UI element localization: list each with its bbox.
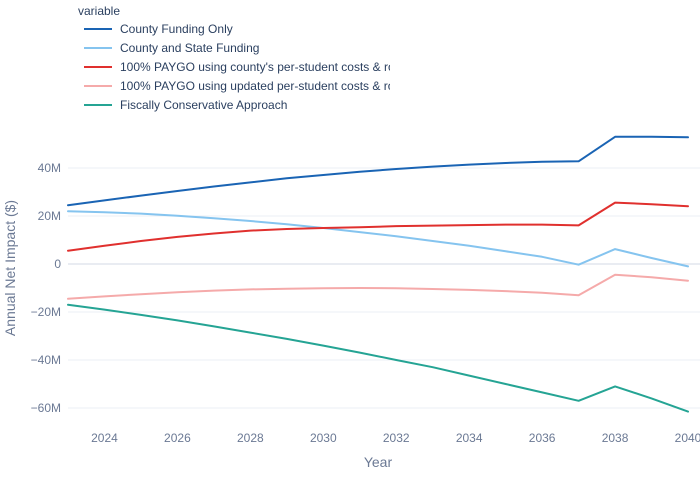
series-line[interactable] bbox=[67, 303, 689, 413]
y-tick-labels: −60M −40M −20M 0 20M 40M bbox=[31, 161, 62, 415]
series-lines bbox=[67, 135, 689, 413]
y-tick-label: 20M bbox=[38, 209, 61, 223]
y-tick-label: 0 bbox=[54, 257, 61, 271]
legend-swatch bbox=[84, 84, 112, 87]
legend-swatch bbox=[84, 46, 112, 49]
x-tick-label: 2032 bbox=[383, 431, 410, 445]
legend-title: variable bbox=[78, 4, 121, 18]
x-tick-label: 2030 bbox=[310, 431, 337, 445]
series-line[interactable] bbox=[67, 210, 689, 268]
legend-label: 100% PAYGO using updated per-student cos… bbox=[120, 78, 390, 93]
y-axis-title: Annual Net Impact ($) bbox=[2, 200, 18, 336]
x-tick-labels: 2024 2026 2028 2030 2032 2034 2036 2038 2040 bbox=[91, 431, 700, 445]
legend-item[interactable]: County Funding Only bbox=[78, 19, 390, 38]
legend-swatch bbox=[84, 27, 112, 30]
legend-label: County Funding Only bbox=[120, 21, 233, 36]
legend: variable County Funding Only County and … bbox=[78, 3, 390, 114]
y-tick-label: −20M bbox=[31, 305, 61, 319]
x-tick-label: 2038 bbox=[602, 431, 629, 445]
x-tick-label: 2036 bbox=[529, 431, 556, 445]
legend-item[interactable]: County and State Funding bbox=[78, 38, 390, 57]
legend-item[interactable]: 100% PAYGO using updated per-student cos… bbox=[78, 76, 390, 95]
series-line[interactable] bbox=[67, 201, 689, 252]
legend-label: County and State Funding bbox=[120, 40, 260, 55]
series-line[interactable] bbox=[67, 135, 689, 207]
y-tick-label: −60M bbox=[31, 401, 61, 415]
legend-label: 100% PAYGO using county's per-student co… bbox=[120, 59, 390, 74]
x-axis-title: Year bbox=[364, 454, 393, 470]
x-tick-label: 2024 bbox=[91, 431, 118, 445]
x-tick-label: 2026 bbox=[164, 431, 191, 445]
legend-swatch bbox=[84, 65, 112, 68]
legend-item[interactable]: Fiscally Conservative Approach bbox=[78, 95, 390, 114]
series-line[interactable] bbox=[67, 273, 689, 300]
y-tick-label: −40M bbox=[31, 353, 61, 367]
legend-label: Fiscally Conservative Approach bbox=[120, 97, 288, 112]
y-tick-label: 40M bbox=[38, 161, 61, 175]
x-tick-label: 2034 bbox=[456, 431, 483, 445]
x-tick-label: 2040 bbox=[675, 431, 700, 445]
legend-swatch bbox=[84, 103, 112, 106]
legend-item[interactable]: 100% PAYGO using county's per-student co… bbox=[78, 57, 390, 76]
x-tick-label: 2028 bbox=[237, 431, 264, 445]
